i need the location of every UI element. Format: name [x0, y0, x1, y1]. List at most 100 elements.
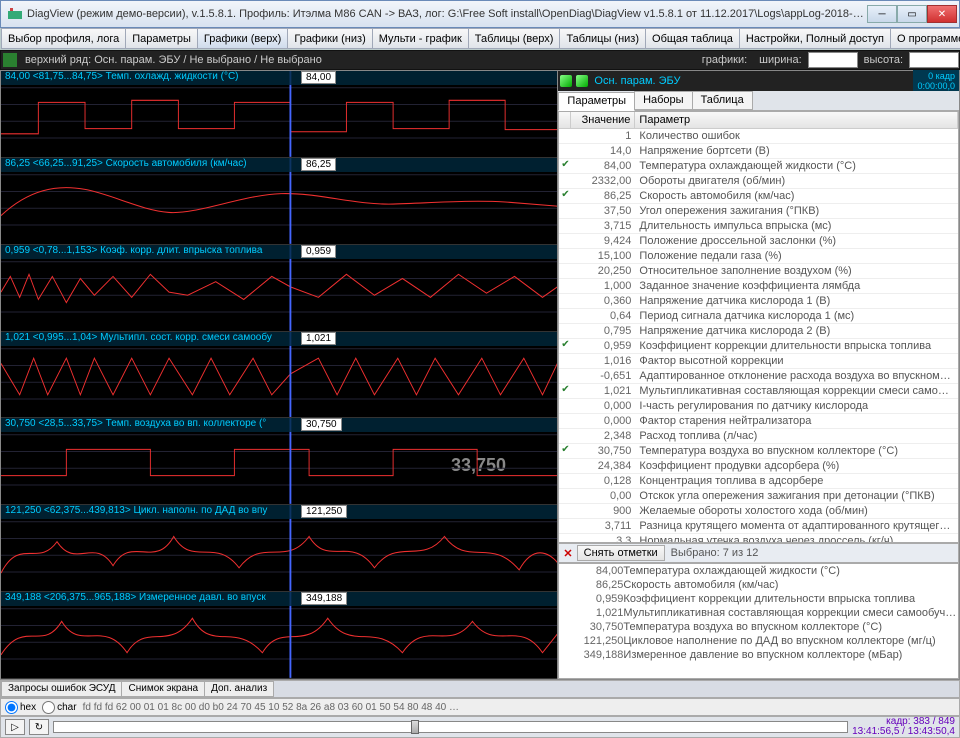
table-row[interactable]: ✔1,021Мультипликативная составляющая кор… [559, 384, 958, 399]
graph-cell[interactable]: 0,959 <0,78...1,153> Коэф. корр. длит. в… [1, 245, 557, 332]
status-led-icon [576, 75, 588, 87]
params-tab[interactable]: Таблица [692, 91, 753, 110]
toolbar-btn[interactable]: Графики (верх) [197, 28, 288, 49]
char-radio[interactable]: char [42, 701, 76, 714]
graph-header: 84,00 <81,75...84,75> Темп. охлажд. жидк… [1, 71, 557, 85]
table-header: Значение Параметр [559, 112, 958, 129]
graph-cell[interactable]: 121,250 <62,375...439,813> Цикл. наполн.… [1, 505, 557, 592]
bottom-tabs: Запросы ошибок ЭСУДСнимок экранаДоп. ана… [0, 680, 960, 698]
expand-icon[interactable] [3, 53, 17, 67]
table-row[interactable]: ✔30,750Температура воздуха во впускном к… [559, 444, 958, 459]
params-tab[interactable]: Параметры [558, 92, 635, 111]
selected-count: Выбрано: 7 из 12 [665, 547, 765, 559]
graph-cell[interactable]: 349,188 <206,375...965,188> Измеренное д… [1, 592, 557, 679]
table-row[interactable]: -0,651Адаптированное отклонение расхода … [559, 369, 958, 384]
width-input[interactable] [808, 52, 858, 68]
selected-row[interactable]: 84,00Температура охлаждающей жидкости (°… [559, 564, 958, 578]
selected-list[interactable]: 84,00Температура охлаждающей жидкости (°… [558, 563, 959, 679]
row-label: верхний ряд: Осн. парам. ЭБУ / Не выбран… [19, 54, 328, 66]
params-tab[interactable]: Наборы [634, 91, 693, 110]
selected-row[interactable]: 86,25Скорость автомобиля (км/час) [559, 578, 958, 592]
table-row[interactable]: 1,000Заданное значение коэффициента лямб… [559, 279, 958, 294]
col-value-header[interactable]: Значение [571, 112, 635, 128]
table-row[interactable]: 3,3Нормальная утечка воздуха через дросс… [559, 534, 958, 543]
graph-cell[interactable]: 86,25 <66,25...91,25> Скорость автомобил… [1, 158, 557, 245]
table-row[interactable]: 0,795Напряжение датчика кислорода 2 (В) [559, 324, 958, 339]
table-row[interactable]: 1Количество ошибок [559, 129, 958, 144]
graph-cell[interactable]: 1,021 <0,995...1,04> Мультипл. сост. кор… [1, 332, 557, 419]
selected-row[interactable]: 121,250Цикловое наполнение по ДАД во впу… [559, 634, 958, 648]
bottom-tab[interactable]: Снимок экрана [121, 681, 205, 697]
loop-button[interactable]: ↻ [29, 719, 49, 735]
table-row[interactable]: 0,000I-часть регулирования по датчику ки… [559, 399, 958, 414]
table-row[interactable]: 3,715Длительность импульса впрыска (мс) [559, 219, 958, 234]
minimize-button[interactable]: ─ [867, 5, 897, 23]
table-row[interactable]: 37,50Угол опережения зажигания (°ПКВ) [559, 204, 958, 219]
graph-header: 0,959 <0,78...1,153> Коэф. корр. длит. в… [1, 245, 557, 259]
graph-value: 1,021 [301, 332, 336, 345]
table-row[interactable]: 15,100Положение педали газа (%) [559, 249, 958, 264]
table-row[interactable]: 24,384Коэффициент продувки адсорбера (%) [559, 459, 958, 474]
bottom-tab[interactable]: Запросы ошибок ЭСУД [1, 681, 122, 697]
table-row[interactable]: 0,360Напряжение датчика кислорода 1 (В) [559, 294, 958, 309]
height-input[interactable] [909, 52, 959, 68]
hex-bytes: fd fd fd 62 00 01 01 8c 00 d0 b0 24 70 4… [83, 702, 459, 713]
clear-bar: ✕ Снять отметки Выбрано: 7 из 12 [558, 543, 959, 563]
selected-row[interactable]: 0,959Коэффициент коррекции длительности … [559, 592, 958, 606]
toolbar-btn[interactable]: Графики (низ) [287, 28, 372, 49]
table-row[interactable]: 900Желаемые обороты холостого хода (об/м… [559, 504, 958, 519]
graph-cell[interactable]: 30,750 <28,5...33,75> Темп. воздуха во в… [1, 418, 557, 505]
toolbar-btn[interactable]: Таблицы (низ) [559, 28, 646, 49]
graph-cell[interactable]: 84,00 <81,75...84,75> Темп. охлажд. жидк… [1, 71, 557, 158]
seek-thumb[interactable] [411, 720, 419, 734]
clear-x-icon[interactable]: ✕ [559, 547, 576, 560]
table-row[interactable]: ✔0,959Коэффициент коррекции длительности… [559, 339, 958, 354]
seek-track[interactable] [53, 721, 848, 733]
table-row[interactable]: 0,00Отскок угла опережения зажигания при… [559, 489, 958, 504]
hex-radio[interactable]: hex [5, 701, 36, 714]
toolbar-btn[interactable]: Параметры [125, 28, 198, 49]
graphs-label: графики: [696, 54, 753, 66]
toolbar-btn[interactable]: Выбор профиля, лога [1, 28, 126, 49]
play-button[interactable]: ▷ [5, 719, 25, 735]
sub-toolbar: верхний ряд: Осн. парам. ЭБУ / Не выбран… [0, 50, 960, 70]
player-bar: ▷ ↻ кадр: 383 / 84913:41:56,5 / 13:43:50… [0, 716, 960, 738]
maximize-button[interactable]: ▭ [897, 5, 927, 23]
toolbar-btn[interactable]: О программе [890, 28, 960, 49]
close-button[interactable]: ✕ [927, 5, 957, 23]
selected-row[interactable]: 349,188Измеренное давление во впускном к… [559, 648, 958, 662]
graph-value: 349,188 [301, 592, 347, 605]
height-label: высота: [858, 54, 909, 66]
table-row[interactable]: 14,0Напряжение бортсети (В) [559, 144, 958, 159]
table-row[interactable]: ✔86,25Скорость автомобиля (км/час) [559, 189, 958, 204]
col-param-header[interactable]: Параметр [635, 112, 958, 128]
table-row[interactable]: 9,424Положение дроссельной заслонки (%) [559, 234, 958, 249]
table-row[interactable]: 2,348Расход топлива (л/час) [559, 429, 958, 444]
table-row[interactable]: 20,250Относительное заполнение воздухом … [559, 264, 958, 279]
graph-header: 30,750 <28,5...33,75> Темп. воздуха во в… [1, 418, 557, 432]
table-row[interactable]: 3,711Разница крутящего момента от адапти… [559, 519, 958, 534]
selected-row[interactable]: 1,021Мультипликативная составляющая корр… [559, 606, 958, 620]
toolbar-btn[interactable]: Таблицы (верх) [468, 28, 561, 49]
table-row[interactable]: 0,000Фактор старения нейтрализатора [559, 414, 958, 429]
table-row[interactable]: ✔84,00Температура охлаждающей жидкости (… [559, 159, 958, 174]
table-row[interactable]: 2332,00Обороты двигателя (об/мин) [559, 174, 958, 189]
graph-value: 84,00 [301, 71, 336, 84]
params-header: Осн. парам. ЭБУ 0 кадр0:00:00,0 [558, 71, 959, 91]
params-panel: Осн. парам. ЭБУ 0 кадр0:00:00,0 Параметр… [557, 71, 959, 679]
width-label: ширина: [753, 54, 807, 66]
app-icon [7, 6, 23, 22]
params-table[interactable]: Значение Параметр 1Количество ошибок14,0… [558, 111, 959, 543]
table-row[interactable]: 0,128Концентрация топлива в адсорбере [559, 474, 958, 489]
toolbar-btn[interactable]: Настройки, Полный доступ [739, 28, 891, 49]
table-row[interactable]: 1,016Фактор высотной коррекции [559, 354, 958, 369]
bottom-tab[interactable]: Доп. анализ [204, 681, 274, 697]
graph-header: 121,250 <62,375...439,813> Цикл. наполн.… [1, 505, 557, 519]
window-title: DiagView (режим демо-версии), v.1.5.8.1.… [27, 8, 867, 20]
toolbar-btn[interactable]: Мульти - график [372, 28, 469, 49]
selected-row[interactable]: 30,750Температура воздуха во впускном ко… [559, 620, 958, 634]
graph-header: 349,188 <206,375...965,188> Измеренное д… [1, 592, 557, 606]
clear-marks-button[interactable]: Снять отметки [577, 545, 665, 561]
table-row[interactable]: 0,64Период сигнала датчика кислорода 1 (… [559, 309, 958, 324]
toolbar-btn[interactable]: Общая таблица [645, 28, 740, 49]
